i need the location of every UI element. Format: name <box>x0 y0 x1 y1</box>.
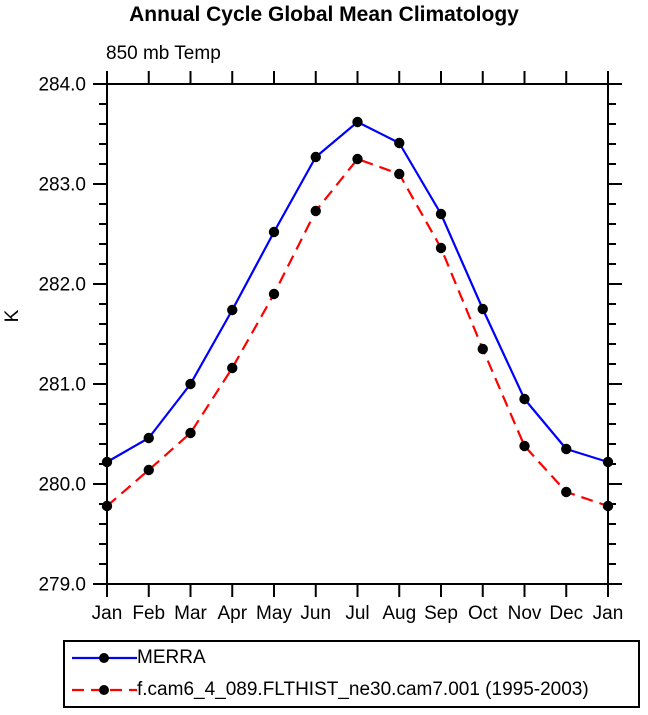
series-cam7 <box>101 153 614 512</box>
chart-title: Annual Cycle Global Mean Climatology <box>129 3 519 26</box>
merra-line-sample <box>72 651 137 665</box>
svg-text:283.0: 283.0 <box>38 175 86 196</box>
svg-text:Mar: Mar <box>174 603 207 624</box>
svg-text:Jan: Jan <box>92 603 123 624</box>
series-merra <box>101 116 614 468</box>
svg-text:282.0: 282.0 <box>38 275 86 296</box>
legend-item-merra: MERRA <box>72 646 206 670</box>
axis-ticks <box>93 71 622 597</box>
svg-text:Dec: Dec <box>549 603 583 624</box>
svg-text:279.0: 279.0 <box>38 575 86 596</box>
svg-text:May: May <box>256 603 292 624</box>
axis-tick-labels: 279.0 280.0 281.0 282.0 283.0 284.0 Jan Feb Mar A… <box>38 75 623 625</box>
svg-text:Sep: Sep <box>424 603 458 624</box>
svg-text:284.0: 284.0 <box>38 75 86 96</box>
svg-text:Jan: Jan <box>593 603 624 624</box>
legend-label-merra: MERRA <box>137 647 206 668</box>
legend-label-cam7: f.cam6_4_089.FLTHIST_ne30.cam7.001 (1995… <box>137 679 589 700</box>
svg-text:Jun: Jun <box>300 603 331 624</box>
svg-text:Feb: Feb <box>132 603 165 624</box>
svg-text:281.0: 281.0 <box>38 375 86 396</box>
plot-area: 279.0 280.0 281.0 282.0 283.0 284.0 Jan Feb Mar A… <box>38 71 623 625</box>
cam7-line-sample <box>72 683 137 697</box>
svg-text:Aug: Aug <box>382 603 416 624</box>
legend-item-cam7: f.cam6_4_089.FLTHIST_ne30.cam7.001 (1995… <box>72 678 589 702</box>
svg-text:Apr: Apr <box>217 603 247 624</box>
svg-text:Nov: Nov <box>508 603 542 624</box>
svg-text:Jul: Jul <box>345 603 369 624</box>
svg-text:Oct: Oct <box>468 603 498 624</box>
chart-subtitle: 850 mb Temp <box>106 43 221 64</box>
svg-text:280.0: 280.0 <box>38 475 86 496</box>
legend-box: MERRA f.cam6_4_089.FLTHIST_ne30.cam7.001… <box>63 640 640 708</box>
